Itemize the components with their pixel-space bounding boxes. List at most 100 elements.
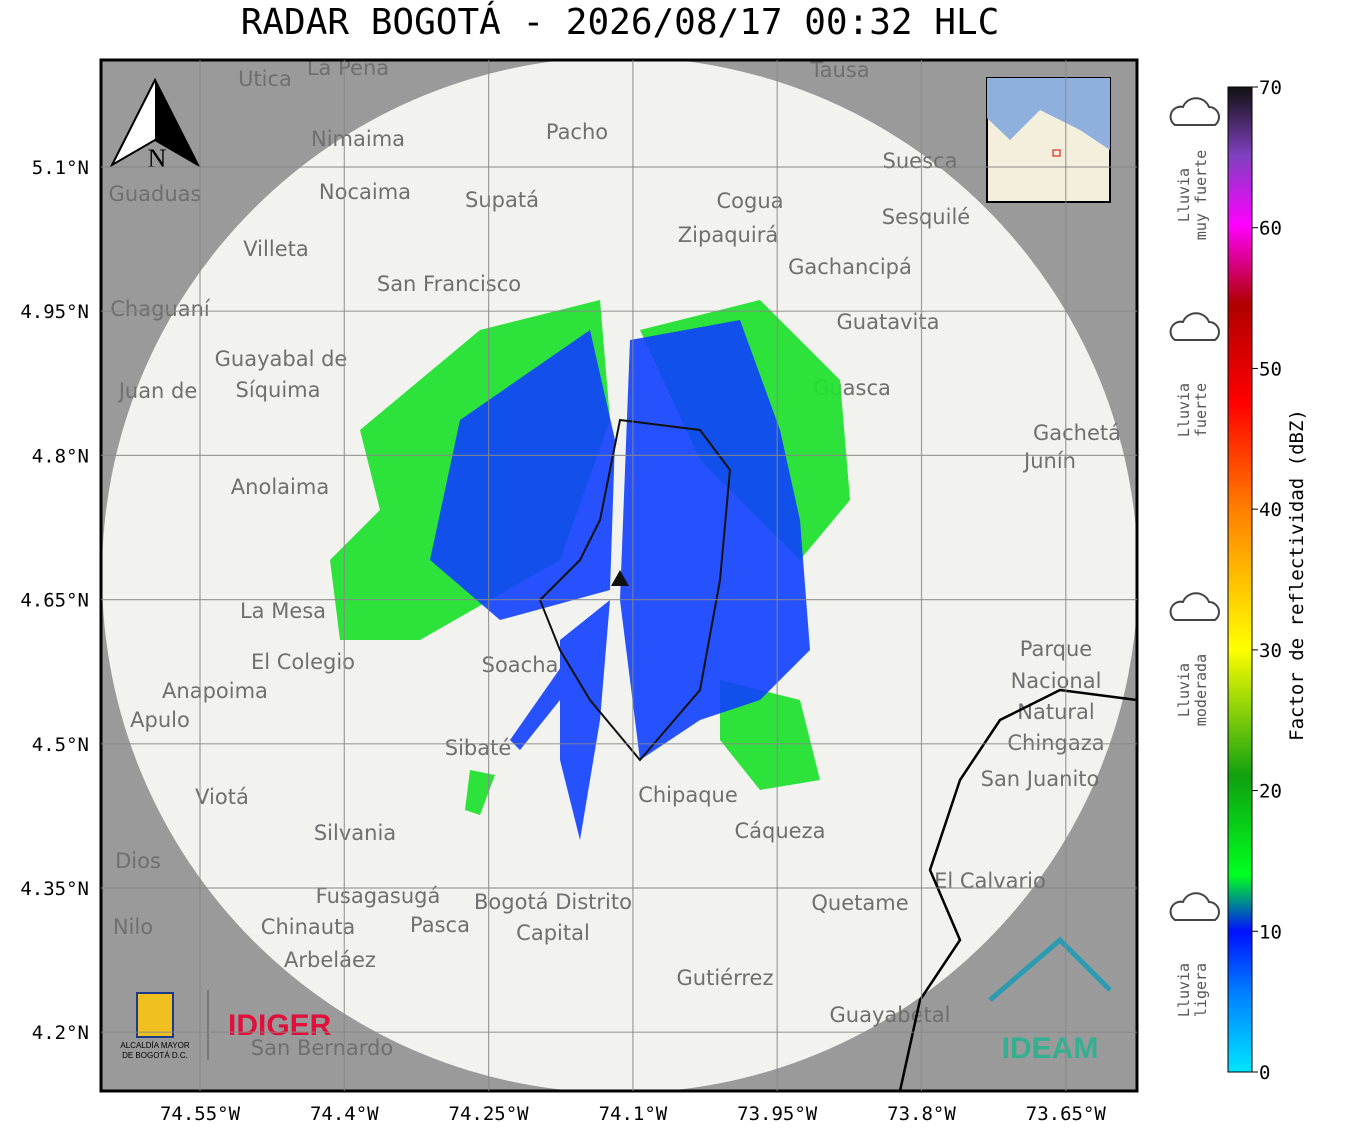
place-label: Arbeláez <box>284 948 376 972</box>
place-label: Chaguaní <box>110 297 211 321</box>
place-label: La Mesa <box>240 599 326 623</box>
alcaldia-shield <box>136 992 174 1038</box>
lat-tick-label: 4.5°N <box>32 734 89 756</box>
place-label: Nimaima <box>311 127 405 151</box>
place-label: San Bernardo <box>251 1036 393 1060</box>
inset-marker <box>1052 149 1061 157</box>
radar-site <box>611 570 629 586</box>
district-boundary <box>538 418 732 762</box>
place-label: San Juanito <box>981 767 1100 791</box>
lon-tick-label: 74.25°W <box>449 1103 530 1125</box>
place-label: Gachancipá <box>788 255 912 279</box>
lat-tick-label: 4.2°N <box>32 1022 89 1044</box>
place-label: Chingaza <box>1007 731 1104 755</box>
place-label: Zipaquirá <box>678 223 778 247</box>
colorbar-tick-label: 20 <box>1259 781 1282 803</box>
lon-tick-label: 74.4°W <box>310 1103 379 1125</box>
place-label: Guaduas <box>109 182 202 206</box>
place-label: Silvania <box>314 821 396 845</box>
title: RADAR BOGOTÁ - 2026/08/17 00:32 HLC <box>241 1 1000 43</box>
rain-level-label: muy fuerte <box>1192 150 1210 240</box>
north-arrow-shade <box>155 80 198 165</box>
rain-level-label: ligera <box>1192 963 1210 1017</box>
department-boundary <box>898 688 1137 1091</box>
map-frame <box>99 58 1139 1093</box>
place-label: Suesca <box>883 149 958 173</box>
alcaldia-caption: ALCALDÍA MAYOR <box>120 1041 189 1050</box>
place-label: Juan de <box>117 379 198 403</box>
place-label: Villeta <box>243 237 308 261</box>
lat-tick-label: 4.8°N <box>32 445 89 467</box>
place-label: Anolaima <box>231 475 329 499</box>
place-label: Cáqueza <box>735 819 826 843</box>
rain-level-label: Lluvia <box>1175 383 1193 437</box>
cloud-icon <box>1169 97 1220 126</box>
place-label: Chipaque <box>638 783 738 807</box>
colorbar-tick-label: 10 <box>1259 921 1282 943</box>
place-label: Junín <box>1022 449 1076 473</box>
cloud-icon <box>1169 312 1220 341</box>
lat-tick-label: 4.35°N <box>20 878 89 900</box>
place-label: San Francisco <box>377 272 521 296</box>
place-label: Capital <box>516 921 590 945</box>
rain-level-label: Lluvia <box>1175 663 1193 717</box>
idiger-logo: IDIGER <box>228 1009 332 1042</box>
colorbar-tick-label: 50 <box>1259 358 1282 380</box>
lon-tick-label: 74.55°W <box>160 1103 241 1125</box>
ideam-roof <box>988 936 1112 1002</box>
lat-tick-label: 5.1°N <box>32 157 89 179</box>
place-label: Bogotá Distrito <box>474 890 632 914</box>
rain-level-label: Lluvia <box>1175 963 1193 1017</box>
place-label: Pasca <box>410 913 470 937</box>
place-label: Cogua <box>716 189 783 213</box>
place-label: Tausa <box>809 58 869 82</box>
lon-tick-label: 73.8°W <box>887 1103 956 1125</box>
place-label: Síquima <box>236 378 321 402</box>
colorbar-tick-label: 30 <box>1259 640 1282 662</box>
rain-level-label: fuerte <box>1192 383 1210 437</box>
place-label: Pacho <box>546 120 608 144</box>
north-label: N <box>148 144 167 173</box>
place-label: Quetame <box>811 891 908 915</box>
colorbar-tick-label: 70 <box>1259 77 1282 99</box>
colorbar-tick-label: 40 <box>1259 499 1282 521</box>
lat-tick-label: 4.65°N <box>20 590 89 612</box>
place-label: Gutiérrez <box>677 966 774 990</box>
place-label: Natural <box>1017 700 1094 724</box>
colorbar <box>1227 86 1253 1073</box>
rain-level-label: moderada <box>1192 654 1210 726</box>
place-label: Dios <box>115 849 161 873</box>
echo-blue <box>430 320 810 840</box>
cloud-icon <box>1169 892 1220 921</box>
map-area: Utica La Peña Tausa Pacho Nimaima Nocaima Supa… <box>101 56 1137 1091</box>
place-label: Soacha <box>482 653 559 677</box>
place-label: Guayabal de <box>215 347 348 371</box>
place-label: Anapoima <box>162 679 268 703</box>
place-label: Gachetá <box>1033 421 1121 445</box>
place-label: Parque <box>1020 637 1092 661</box>
cloud-icon <box>1169 592 1220 621</box>
place-label: Nocaima <box>319 180 411 204</box>
place-label: Chinauta <box>261 915 355 939</box>
rain-level-label: Lluvia <box>1175 168 1193 222</box>
lat-tick-label: 4.95°N <box>20 301 89 323</box>
inset-sea <box>987 78 1110 150</box>
place-label: Viotá <box>195 785 249 809</box>
place-label: Guayabetal <box>830 1003 951 1027</box>
lon-tick-label: 74.1°W <box>599 1103 668 1125</box>
place-label: Guatavita <box>837 310 940 334</box>
alcaldia-caption: DE BOGOTÁ D.C. <box>122 1051 188 1060</box>
colorbar-label: Factor de reflectividad (dBZ) <box>1286 409 1308 741</box>
place-label: Supatá <box>465 188 539 212</box>
colorbar-tick-label: 60 <box>1259 218 1282 240</box>
place-label: La Peña <box>307 56 389 80</box>
lon-tick-label: 73.95°W <box>737 1103 818 1125</box>
place-label: Sesquilé <box>882 205 970 229</box>
lon-tick-label: 73.65°W <box>1026 1103 1107 1125</box>
place-label: Apulo <box>130 708 190 732</box>
colorbar-tick-label: 0 <box>1259 1062 1270 1084</box>
place-label: El Calvario <box>934 869 1046 893</box>
ideam-logo: IDEAM <box>1002 1032 1099 1065</box>
place-label: Utica <box>238 67 292 91</box>
